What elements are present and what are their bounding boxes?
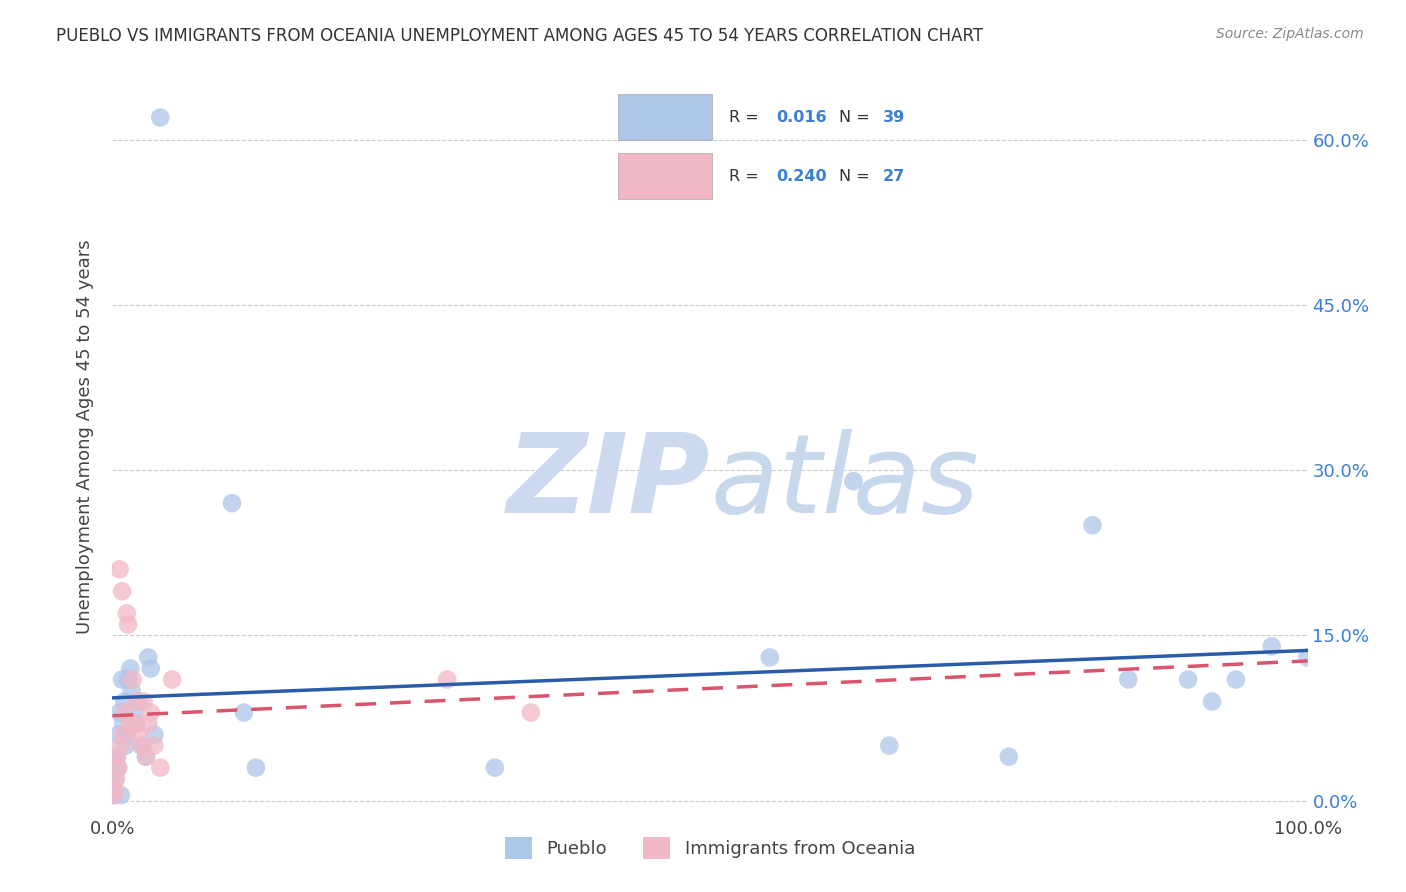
Point [105, 761, 128, 775]
Point [105, 749, 128, 764]
Text: atlas: atlas [710, 428, 979, 535]
Point [1081, 518, 1104, 533]
Point [149, 111, 172, 125]
Point [1201, 694, 1223, 708]
Point [879, 739, 901, 753]
Point [143, 728, 166, 742]
Point [112, 728, 135, 742]
Point [998, 749, 1021, 764]
Text: ZIP: ZIP [506, 428, 710, 535]
Text: PUEBLO VS IMMIGRANTS FROM OCEANIA UNEMPLOYMENT AMONG AGES 45 TO 54 YEARS CORRELA: PUEBLO VS IMMIGRANTS FROM OCEANIA UNEMPL… [56, 27, 983, 45]
Point [125, 716, 148, 731]
Point [121, 683, 143, 698]
Point [436, 673, 458, 687]
Text: Source: ZipAtlas.com: Source: ZipAtlas.com [1216, 27, 1364, 41]
Point [114, 694, 135, 708]
Point [139, 706, 162, 720]
Point [104, 772, 127, 786]
Point [128, 728, 150, 742]
Point [138, 650, 160, 665]
Point [108, 706, 131, 720]
Point [117, 673, 139, 687]
Point [129, 739, 152, 753]
Point [1177, 673, 1199, 687]
Point [125, 694, 148, 708]
Point [112, 716, 135, 731]
Point [143, 739, 166, 753]
Point [114, 739, 136, 753]
Point [108, 562, 131, 576]
Point [105, 749, 128, 764]
Point [114, 706, 135, 720]
Point [131, 739, 153, 753]
Point [128, 694, 150, 708]
Point [104, 782, 127, 797]
Point [1296, 650, 1319, 665]
Point [138, 716, 160, 731]
Point [105, 772, 128, 786]
Point [120, 661, 142, 675]
Point [135, 749, 157, 764]
Point [135, 749, 157, 764]
Legend: Pueblo, Immigrants from Oceania: Pueblo, Immigrants from Oceania [505, 837, 915, 859]
Point [1261, 640, 1284, 654]
Point [122, 706, 145, 720]
Point [484, 761, 506, 775]
Point [115, 607, 138, 621]
Point [107, 761, 129, 775]
Point [759, 650, 782, 665]
Point [1225, 673, 1247, 687]
Point [120, 716, 142, 731]
Point [111, 673, 134, 687]
Point [245, 761, 267, 775]
Point [132, 694, 155, 708]
Point [149, 761, 172, 775]
Point [1118, 673, 1140, 687]
Point [110, 739, 132, 753]
Point [103, 788, 125, 802]
Point [111, 584, 134, 599]
Point [162, 673, 183, 687]
Point [121, 673, 143, 687]
Point [103, 788, 125, 802]
Point [520, 706, 543, 720]
Point [117, 617, 139, 632]
Point [124, 716, 146, 731]
Y-axis label: Unemployment Among Ages 45 to 54 years: Unemployment Among Ages 45 to 54 years [76, 240, 94, 634]
Point [110, 788, 132, 802]
Point [233, 706, 256, 720]
Point [107, 728, 129, 742]
Point [221, 496, 243, 510]
Point [115, 728, 138, 742]
Point [139, 661, 162, 675]
Point [842, 474, 865, 488]
